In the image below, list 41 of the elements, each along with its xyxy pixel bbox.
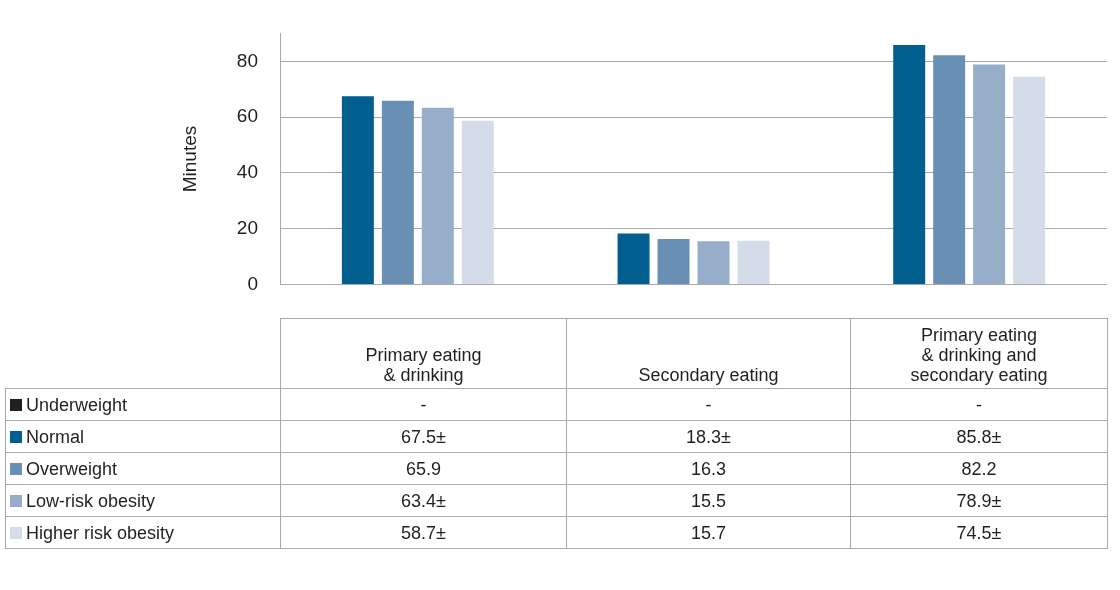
bar: [617, 233, 650, 285]
y-tick-label: 20: [236, 217, 258, 239]
data-label: 15.5: [566, 484, 851, 517]
bar: [933, 55, 966, 285]
data-label: 18.3±: [566, 420, 851, 453]
data-label: 16.3: [566, 452, 851, 485]
data-label: 63.4±: [280, 484, 567, 517]
data-label: 65.9: [280, 452, 567, 485]
legend-label: Underweight: [5, 388, 281, 421]
bar: [893, 45, 926, 285]
bar: [737, 240, 770, 285]
bar: [461, 120, 494, 285]
y-tick-label: 40: [236, 161, 258, 183]
y-tick-label: 80: [236, 49, 258, 71]
y-tick-label: 0: [247, 272, 258, 294]
y-tick-label: 60: [236, 105, 258, 127]
bar: [973, 64, 1006, 285]
bar: [341, 96, 374, 285]
data-label: 82.2: [850, 452, 1108, 485]
bar: [381, 100, 414, 285]
data-label: 58.7±: [280, 516, 567, 549]
data-label: 78.9±: [850, 484, 1108, 517]
bar: [657, 239, 690, 285]
bar: [1013, 76, 1046, 285]
bar: [697, 241, 730, 285]
x-tick-label: Primary eating & drinking: [364, 345, 483, 385]
data-label: 67.5±: [280, 420, 567, 453]
legend-label: Low-risk obesity: [5, 484, 281, 517]
data-label: 15.7: [566, 516, 851, 549]
x-tick-label: Secondary eating: [638, 365, 779, 385]
data-label: 85.8±: [850, 420, 1108, 453]
text: -: [420, 394, 427, 415]
text: -: [976, 394, 982, 415]
x-tick-label: Primary eating & drinking and secondary eating: [909, 325, 1049, 385]
bar: [421, 107, 454, 285]
legend-label: Higher risk obesity: [5, 516, 281, 549]
legend-label: Overweight: [5, 452, 281, 485]
y-axis-title: Minutes: [178, 125, 200, 193]
text: -: [705, 394, 712, 415]
data-label: 74.5±: [850, 516, 1108, 549]
legend-label: Normal: [5, 420, 281, 453]
